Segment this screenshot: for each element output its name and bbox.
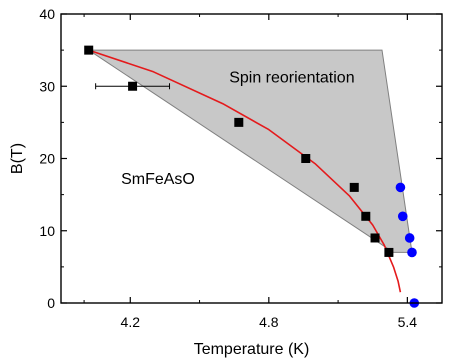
fit-curve-layer: [88, 49, 402, 293]
square-point-2: [234, 117, 244, 127]
y-tick-label: 40: [39, 6, 55, 22]
fit-curve: [88, 49, 402, 293]
square-point-0: [84, 45, 94, 55]
square-point-5: [361, 211, 371, 221]
x-tick-label: 4.8: [259, 314, 279, 330]
y-tick-label: 20: [39, 151, 55, 167]
marker-layer: [84, 45, 420, 308]
square-point-6: [370, 233, 380, 243]
x-axis-title: Temperature (K): [194, 341, 310, 358]
y-axis-title: B(T): [9, 143, 26, 174]
circle-point-1: [397, 211, 408, 222]
y-tick-label: 0: [47, 295, 55, 311]
labels: 4.2 4.8 5.4 0 10 20 30 40 Temperature (K) B(T) Spi…: [9, 6, 417, 358]
y-tick-label: 10: [39, 223, 55, 239]
circle-point-2: [404, 233, 415, 243]
circle-point-3: [407, 247, 417, 258]
circle-point-0: [395, 182, 406, 193]
x-tick-label: 5.4: [398, 314, 418, 330]
square-point-1: [128, 81, 138, 91]
axes: [60, 13, 443, 304]
spin-reorientation-label: Spin reorientation: [229, 70, 354, 87]
square-point-3: [301, 154, 311, 163]
material-label: SmFeAsO: [121, 171, 195, 188]
square-point-7: [384, 247, 394, 257]
square-point-4: [349, 182, 359, 192]
y-tick-label: 30: [39, 78, 55, 94]
x-tick-label: 4.2: [121, 314, 141, 330]
